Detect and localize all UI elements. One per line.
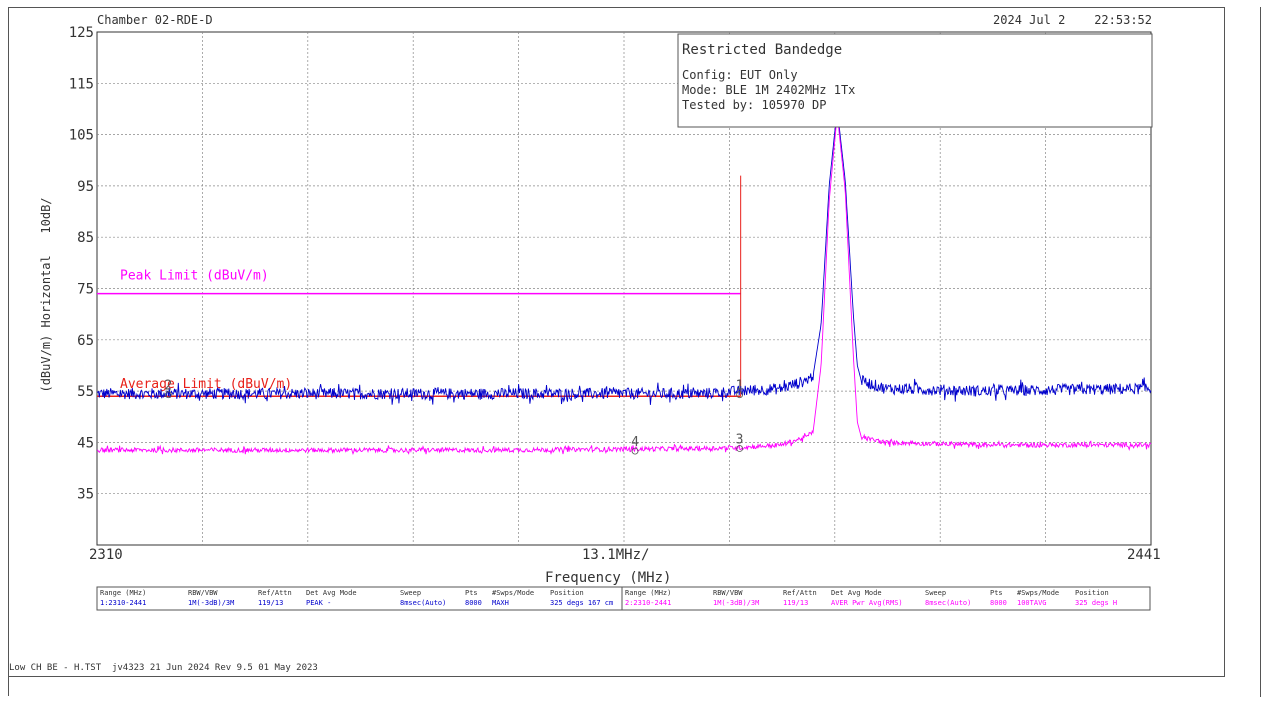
y-tick-label: 95 bbox=[77, 179, 94, 195]
y-tick-label: 35 bbox=[77, 487, 94, 503]
table-header-cell: Det Avg Mode bbox=[831, 589, 882, 597]
table-header-cell: RBW/VBW bbox=[188, 589, 218, 597]
table-header-cell: Range (MHz) bbox=[625, 589, 671, 597]
x-div-label: 13.1MHz/ bbox=[582, 547, 649, 563]
traces bbox=[96, 110, 1152, 456]
average-trace bbox=[97, 115, 1152, 456]
table-header-cell: Ref/Attn bbox=[258, 589, 292, 597]
markers: 1 2 3 4 bbox=[164, 379, 744, 455]
y-tick-label: 65 bbox=[77, 333, 94, 349]
table-header-cell: RBW/VBW bbox=[713, 589, 743, 597]
table-header-cell: Det Avg Mode bbox=[306, 589, 357, 597]
table-value-cell: 8msec(Auto) bbox=[400, 599, 446, 607]
y-tick-label: 75 bbox=[77, 282, 94, 298]
table-value-cell: 1M(-3dB)/3M bbox=[713, 599, 759, 607]
info-box-title: Restricted Bandedge bbox=[682, 42, 842, 58]
table-header-cell: Position bbox=[1075, 589, 1109, 597]
marker-symbol bbox=[631, 447, 639, 455]
marker-label: 2 bbox=[164, 379, 172, 394]
table-value-cell: 2:2310-2441 bbox=[625, 599, 671, 607]
marker-label: 4 bbox=[631, 435, 639, 450]
limit-lines: Peak Limit (dBuV/m) Average Limit (dBuV/m… bbox=[97, 175, 742, 397]
marker-symbol bbox=[165, 391, 172, 399]
table-header-cell: #Swps/Mode bbox=[1017, 589, 1059, 597]
table-value-cell: 325 degs H bbox=[1075, 599, 1117, 607]
table-value-cell: 8000 bbox=[990, 599, 1007, 607]
table-value-cell: AVER Pwr Avg(RMS) bbox=[831, 599, 903, 607]
timestamp-label: 2024 Jul 2 22:53:52 bbox=[993, 13, 1152, 27]
table-value-cell: 8msec(Auto) bbox=[925, 599, 971, 607]
x-start-label: 2310 bbox=[89, 547, 123, 563]
table-header-cell: #Swps/Mode bbox=[492, 589, 534, 597]
info-box: Restricted Bandedge Config: EUT Only Mod… bbox=[677, 33, 1153, 128]
y-tick-label: 125 bbox=[69, 25, 94, 41]
page-frame bbox=[8, 7, 1225, 677]
table-value-cell: 1:2310-2441 bbox=[100, 599, 146, 607]
table-value-cell: 119/13 bbox=[258, 599, 283, 607]
y-tick-label: 115 bbox=[69, 76, 94, 92]
table-value-cell: 1M(-3dB)/3M bbox=[188, 599, 234, 607]
y-axis-label: (dBuV/m) Horizontal 10dB/ bbox=[39, 197, 53, 392]
marker-label: 1 bbox=[736, 379, 744, 394]
table-value-cell: PEAK - bbox=[306, 599, 331, 607]
table-value-cell: 8000 bbox=[465, 599, 482, 607]
limit-label: Peak Limit (dBuV/m) bbox=[120, 269, 269, 284]
y-tick-label: 45 bbox=[77, 435, 94, 451]
footer-label: Low CH BE - H.TST jv4323 21 Jun 2024 Rev… bbox=[9, 663, 318, 673]
table-header-cell: Position bbox=[550, 589, 584, 597]
table-header-cell: Sweep bbox=[400, 589, 421, 597]
peak-trace bbox=[96, 110, 1152, 405]
table-value-cell: 100TAVG bbox=[1017, 599, 1047, 607]
table-value-cell: 119/13 bbox=[783, 599, 808, 607]
table-header-cell: Pts bbox=[465, 589, 478, 597]
table-header-cell: Range (MHz) bbox=[100, 589, 146, 597]
x-axis-label: Frequency (MHz) bbox=[545, 570, 671, 586]
marker-symbol bbox=[736, 445, 744, 452]
right-border-line bbox=[1260, 7, 1261, 697]
limit-label: Average Limit (dBuV/m) bbox=[120, 377, 292, 392]
info-box-line: Config: EUT Only bbox=[682, 68, 798, 82]
chamber-label: Chamber 02-RDE-D bbox=[97, 13, 213, 27]
table-header-cell: Sweep bbox=[925, 589, 946, 597]
left-border-line bbox=[8, 676, 9, 696]
table-header-cell: Ref/Attn bbox=[783, 589, 817, 597]
grid bbox=[96, 31, 1152, 546]
y-tick-label: 85 bbox=[77, 230, 94, 246]
x-end-label: 2441 bbox=[1127, 547, 1161, 563]
settings-table: Range (MHz) RBW/VBW Ref/Attn Det Avg Mode Sw… bbox=[96, 586, 1151, 611]
y-tick-labels: 125 115 105 95 85 75 65 55 45 35 bbox=[69, 25, 94, 503]
y-tick-label: 105 bbox=[69, 128, 94, 144]
y-tick-label: 55 bbox=[77, 384, 94, 400]
table-header-cell: Pts bbox=[990, 589, 1003, 597]
info-box-line: Mode: BLE 1M 2402MHz 1Tx bbox=[682, 83, 855, 97]
table-value-cell: MAXH bbox=[492, 599, 509, 607]
table-value-cell: 325 degs 167 cm bbox=[550, 599, 613, 607]
marker-symbol bbox=[736, 391, 744, 399]
marker-label: 3 bbox=[736, 433, 744, 448]
info-box-line: Tested by: 105970 DP bbox=[682, 98, 827, 112]
